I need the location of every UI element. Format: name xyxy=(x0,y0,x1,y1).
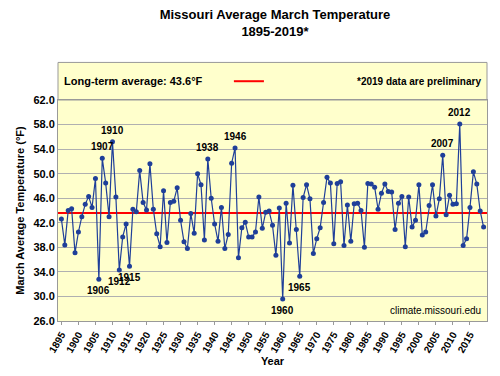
svg-text:1905: 1905 xyxy=(81,330,102,355)
svg-text:Missouri Average March Tempera: Missouri Average March Temperature1895-2… xyxy=(160,7,391,39)
svg-text:2015: 2015 xyxy=(455,330,476,355)
svg-text:March Average Temperature (°F): March Average Temperature (°F) xyxy=(14,126,26,295)
svg-text:46.0: 46.0 xyxy=(33,192,54,204)
svg-text:50.0: 50.0 xyxy=(33,168,54,180)
svg-text:1940: 1940 xyxy=(200,330,221,355)
svg-text:1935: 1935 xyxy=(183,330,204,355)
svg-text:1925: 1925 xyxy=(149,330,170,355)
svg-text:1900: 1900 xyxy=(64,330,85,355)
svg-text:1985: 1985 xyxy=(353,330,374,355)
svg-text:30.0: 30.0 xyxy=(33,290,54,302)
svg-text:Year: Year xyxy=(261,355,285,367)
svg-text:1906: 1906 xyxy=(87,285,110,296)
svg-text:1910: 1910 xyxy=(101,125,124,136)
svg-text:1930: 1930 xyxy=(166,330,187,355)
svg-text:2010: 2010 xyxy=(438,330,459,355)
svg-text:1960: 1960 xyxy=(271,305,294,316)
svg-text:climate.missouri.edu: climate.missouri.edu xyxy=(390,305,481,316)
svg-text:1907: 1907 xyxy=(91,141,114,152)
svg-text:2000: 2000 xyxy=(404,330,425,355)
svg-text:1910: 1910 xyxy=(98,330,119,355)
svg-text:1915: 1915 xyxy=(118,272,141,283)
svg-text:54.0: 54.0 xyxy=(33,143,54,155)
svg-text:*2019 data are preliminary: *2019 data are preliminary xyxy=(357,76,481,87)
svg-text:1920: 1920 xyxy=(132,330,153,355)
svg-text:1950: 1950 xyxy=(234,330,255,355)
svg-text:62.0: 62.0 xyxy=(33,94,54,106)
svg-text:1995: 1995 xyxy=(387,330,408,355)
svg-text:1990: 1990 xyxy=(370,330,391,355)
svg-text:1980: 1980 xyxy=(336,330,357,355)
svg-text:1955: 1955 xyxy=(251,330,272,355)
svg-text:1915: 1915 xyxy=(115,330,136,355)
svg-text:2007: 2007 xyxy=(431,138,454,149)
svg-text:1945: 1945 xyxy=(217,330,238,355)
svg-text:Long-term average: 43.6°F: Long-term average: 43.6°F xyxy=(64,75,203,87)
svg-text:1965: 1965 xyxy=(288,282,311,293)
svg-text:58.0: 58.0 xyxy=(33,118,54,130)
svg-text:1895: 1895 xyxy=(47,330,68,355)
svg-text:38.0: 38.0 xyxy=(33,241,54,253)
svg-text:26.0: 26.0 xyxy=(33,315,54,327)
svg-text:2012: 2012 xyxy=(448,107,471,118)
svg-text:1946: 1946 xyxy=(224,131,247,142)
svg-text:1970: 1970 xyxy=(302,330,323,355)
svg-text:2005: 2005 xyxy=(421,330,442,355)
svg-text:1938: 1938 xyxy=(196,142,219,153)
svg-text:1912: 1912 xyxy=(108,276,131,287)
svg-text:1965: 1965 xyxy=(285,330,306,355)
svg-text:1975: 1975 xyxy=(319,330,340,355)
svg-text:42.0: 42.0 xyxy=(33,217,54,229)
svg-text:34.0: 34.0 xyxy=(33,266,54,278)
svg-text:1960: 1960 xyxy=(268,330,289,355)
